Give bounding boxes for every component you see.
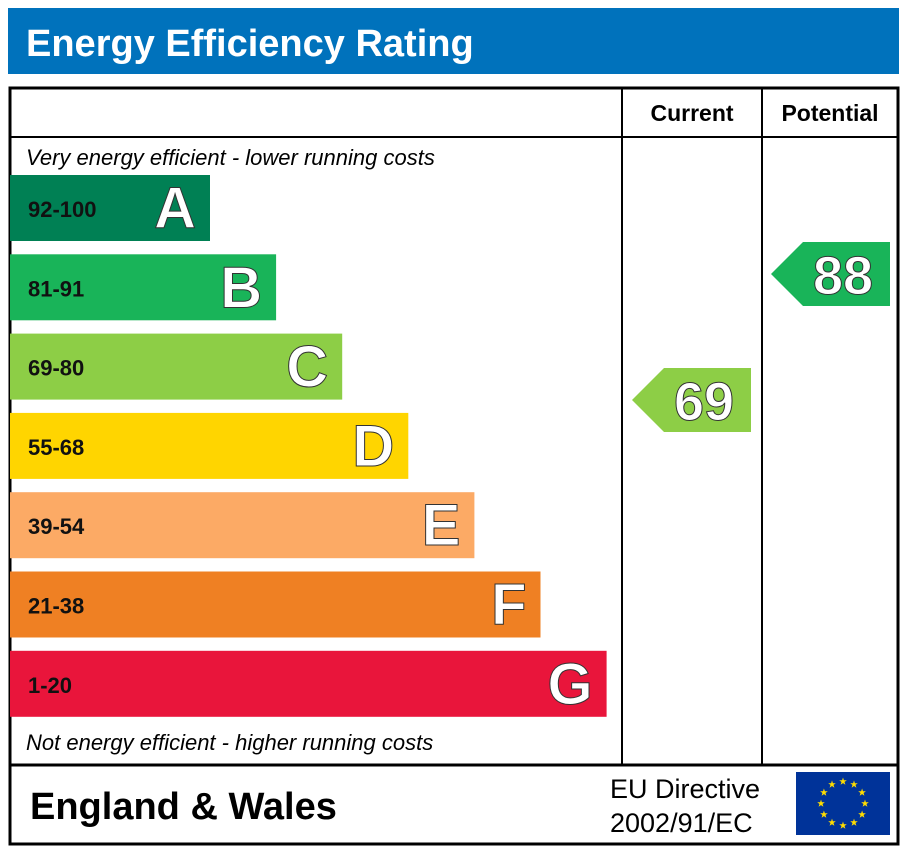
potential-value: 88: [813, 246, 873, 306]
band-letter: F: [491, 573, 526, 638]
eu-star: [820, 810, 828, 818]
directive: EU Directive: [610, 774, 760, 804]
band: [10, 492, 475, 559]
column-header: Current: [650, 100, 733, 126]
band-letter: G: [547, 652, 592, 717]
region: England & Wales: [30, 786, 337, 828]
band-range: 69-80: [28, 356, 84, 381]
band-letter: C: [286, 335, 328, 400]
band-range: 1-20: [28, 673, 72, 698]
eu-star: [828, 818, 836, 826]
band: [10, 571, 541, 638]
current-arrow: [632, 368, 751, 432]
column-header: Potential: [781, 100, 878, 126]
band-range: 92-100: [28, 197, 97, 222]
band-letter: B: [220, 255, 262, 320]
band-letter: D: [352, 414, 394, 479]
bottom-note: Not energy efficient - higher running co…: [26, 730, 433, 755]
band: [10, 333, 343, 400]
eu-star: [850, 780, 858, 788]
eu-star: [828, 780, 836, 788]
band-letter: A: [154, 176, 196, 241]
band: [10, 412, 409, 479]
band-range: 21-38: [28, 594, 84, 619]
band: [10, 175, 210, 241]
eu-star: [861, 799, 869, 807]
title: Energy Efficiency Rating: [26, 23, 474, 65]
eu-star: [839, 821, 847, 829]
directive: 2002/91/EC: [610, 808, 753, 838]
eu-star: [839, 777, 847, 785]
band: [10, 650, 607, 717]
title-bar: [8, 8, 899, 74]
eu-star: [817, 799, 825, 807]
band: [10, 254, 277, 321]
band-range: 55-68: [28, 435, 84, 460]
top-note: Very energy efficient - lower running co…: [26, 145, 435, 170]
band-letter: E: [422, 493, 461, 558]
band-range: 39-54: [28, 514, 85, 539]
eu-star: [850, 818, 858, 826]
eu-stars: [817, 777, 869, 829]
eu-star: [858, 788, 866, 796]
potential-arrow: [771, 242, 890, 306]
current-value: 69: [674, 372, 734, 432]
eu-star: [858, 810, 866, 818]
band-range: 81-91: [28, 276, 84, 301]
eu-star: [820, 788, 828, 796]
